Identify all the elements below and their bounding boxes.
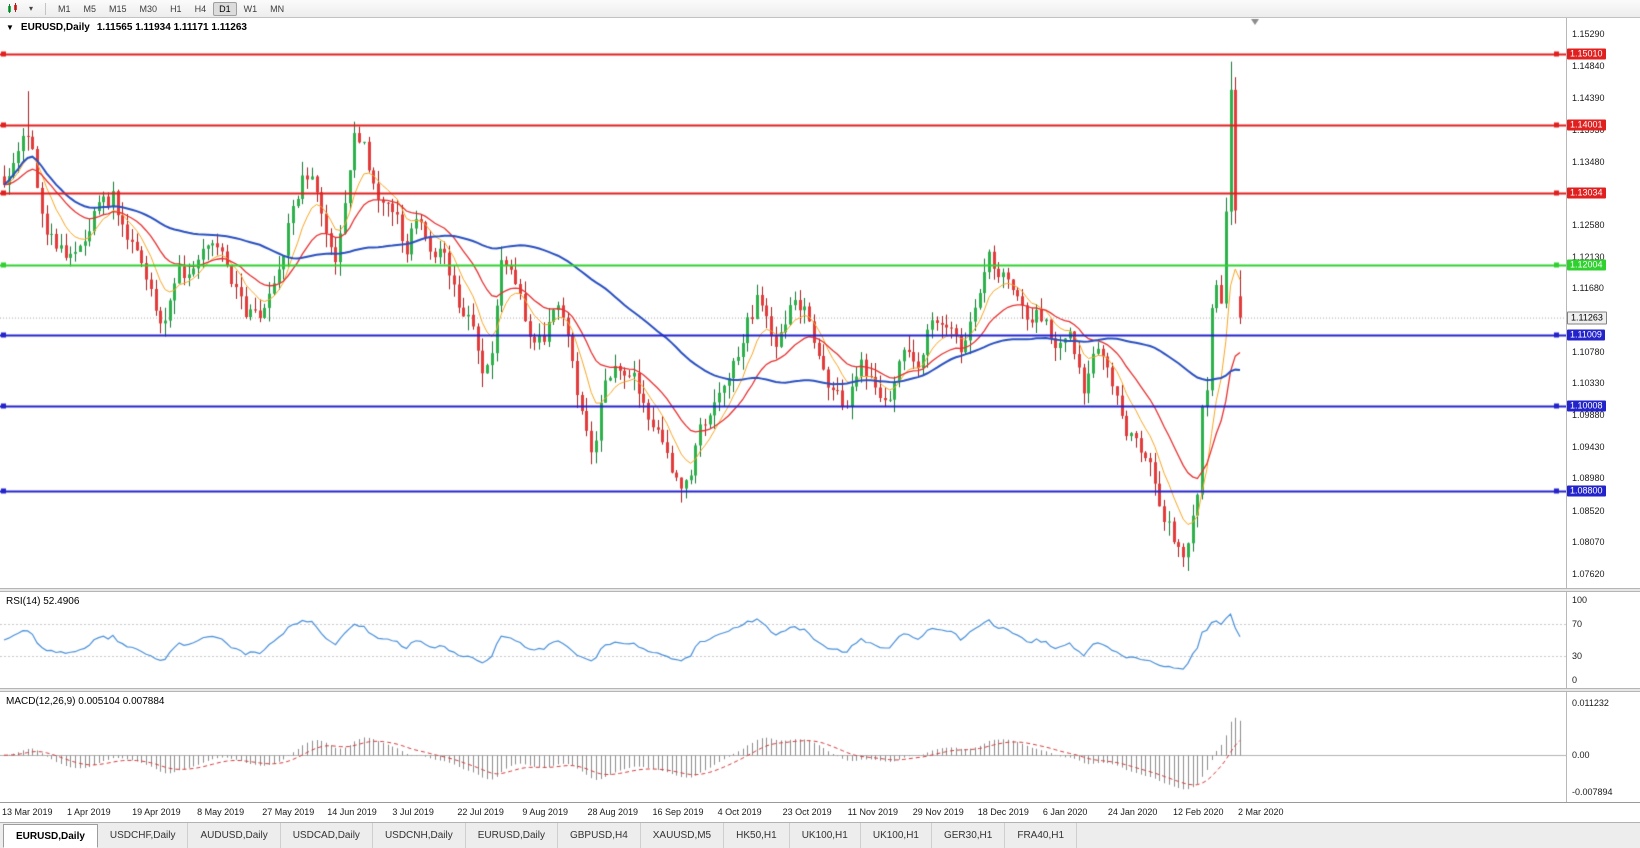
macd-axis-label: 0.00 [1572,750,1590,761]
price-axis-label: 1.09430 [1572,441,1605,452]
toolbar-divider [45,2,46,15]
time-axis-label: 23 Oct 2019 [782,807,832,817]
price-axis-label: 1.08980 [1572,473,1605,484]
current-price-tag: 1.11263 [1567,311,1607,325]
tab-2-audusd-daily[interactable]: AUDUSD,Daily [188,823,281,848]
rsi-axis[interactable]: 100 70 30 0 [1566,592,1640,688]
timeframe-button-h1[interactable]: H1 [170,3,182,14]
timeframe-button-m1[interactable]: M1 [58,3,71,14]
price-axis-label: 1.14390 [1572,92,1605,103]
chevron-down-icon: ▾ [28,3,33,13]
chart-dropdown-button[interactable]: ▾ [23,2,39,16]
time-axis-label: 28 Aug 2019 [587,807,639,817]
price-axis-label: 1.08070 [1572,537,1605,548]
tab-7-xauusd-m5[interactable]: XAUUSD,M5 [641,823,725,848]
macd-label: MACD(12,26,9) 0.005104 0.007884 [6,696,165,707]
chart-symbol-label: EURUSD,Daily [20,22,90,33]
timeframe-button-m15[interactable]: M15 [109,3,127,14]
chart-title: ▼ EURUSD,Daily 1.11565 1.11934 1.11171 1… [6,22,247,33]
price-axis-label: 1.10330 [1572,378,1605,389]
main-chart-canvas[interactable] [0,18,1566,588]
chart-type-icon[interactable] [5,2,21,16]
sr-price-tag: 1.14001 [1567,119,1606,131]
rsi-axis-label: 0 [1572,675,1578,685]
time-axis-label: 14 Jun 2019 [327,807,377,817]
time-axis-label: 16 Sep 2019 [652,807,704,817]
rsi-axis-label: 100 [1572,595,1588,605]
timeframe-button-w1[interactable]: W1 [243,3,258,14]
sr-price-tag: 1.12004 [1567,259,1606,271]
panel-splitter[interactable] [0,588,1640,592]
time-axis-label: 4 Oct 2019 [717,807,762,817]
price-axis-label: 1.12130 [1572,251,1605,262]
price-axis-label: 1.13480 [1572,156,1605,167]
timeframe-button-group: M1 M5 M15 M30 H1 H4 D1 W1 MN [52,1,290,16]
bottom-tabs: EURUSD,Daily USDCHF,Daily AUDUSD,Daily USDC… [0,822,1640,848]
rsi-axis-label: 70 [1572,619,1583,629]
timeframe-button-d1[interactable]: D1 [213,1,237,16]
time-axis-label: 1 Apr 2019 [67,807,111,817]
candlestick-icon [8,3,17,13]
time-axis[interactable]: 13 Mar 2019 1 Apr 2019 19 Apr 2019 8 May 20… [0,802,1640,822]
sr-price-tag: 1.08800 [1567,485,1606,497]
rsi-label: RSI(14) 52.4906 [6,596,80,607]
price-axis-label: 1.15290 [1572,29,1605,40]
chart-collapse-arrow-icon[interactable]: ▼ [6,23,14,32]
tab-11-ger30-h1[interactable]: GER30,H1 [932,823,1006,848]
time-axis-label: 19 Apr 2019 [132,807,181,817]
main-chart-panel[interactable]: ▼ EURUSD,Daily 1.11565 1.11934 1.11171 1… [0,18,1640,588]
time-axis-label: 8 May 2019 [197,807,245,817]
time-axis-label: 3 Jul 2019 [392,807,434,817]
macd-axis[interactable]: 0.011232 0.00 -0.007894 [1566,692,1640,802]
sr-price-tag: 1.15010 [1567,48,1606,60]
macd-panel[interactable]: MACD(12,26,9) 0.005104 0.007884 0.011232… [0,692,1640,802]
time-axis-label: 9 Aug 2019 [522,807,568,817]
sr-price-tag: 1.10008 [1567,400,1606,412]
time-axis-label: 11 Nov 2019 [847,807,899,817]
time-axis-label: 18 Dec 2019 [977,807,1029,817]
time-axis-label: 29 Nov 2019 [912,807,964,817]
timeframe-button-m30[interactable]: M30 [139,3,158,14]
time-axis-label: 24 Jan 2020 [1107,807,1158,817]
price-axis-label: 1.12580 [1572,219,1605,230]
tab-0-eurusd-daily[interactable]: EURUSD,Daily [3,824,98,848]
time-axis-label: 13 Mar 2019 [2,807,53,817]
tab-6-gbpusd-h4[interactable]: GBPUSD,H4 [558,823,641,848]
tab-9-uk100-h1[interactable]: UK100,H1 [790,823,861,848]
time-axis-label: 27 May 2019 [262,807,315,817]
chart-ohlc-values: 1.11565 1.11934 1.11171 1.11263 [96,22,247,33]
timeframe-button-m5[interactable]: M5 [83,3,97,14]
panel-splitter[interactable] [0,688,1640,692]
tab-8-hk50-h1[interactable]: HK50,H1 [724,823,790,848]
rsi-canvas[interactable] [0,592,1566,688]
timeframe-button-h4[interactable]: H4 [194,3,207,14]
tab-12-fra40-h1[interactable]: FRA40,H1 [1005,823,1078,848]
time-axis-label: 22 Jul 2019 [457,807,504,817]
time-axis-label: 2 Mar 2020 [1238,807,1284,817]
rsi-panel[interactable]: RSI(14) 52.4906 100 70 30 0 [0,592,1640,688]
macd-axis-label: -0.007894 [1572,787,1613,798]
rsi-axis-label: 30 [1572,651,1583,661]
timeframe-button-mn[interactable]: MN [270,3,285,14]
tab-10-uk100-h1[interactable]: UK100,H1 [861,823,932,848]
tab-5-eurusd-daily[interactable]: EURUSD,Daily [466,823,558,848]
macd-canvas[interactable] [0,692,1566,802]
tab-1-usdchf-daily[interactable]: USDCHF,Daily [98,823,189,848]
macd-axis-label: 0.011232 [1572,697,1609,708]
time-axis-label: 6 Jan 2020 [1042,807,1088,817]
tab-3-usdcad-daily[interactable]: USDCAD,Daily [281,823,373,848]
tab-4-usdcnh-daily[interactable]: USDCNH,Daily [373,823,466,848]
price-axis-label: 1.09880 [1572,409,1605,420]
price-axis-label: 1.10780 [1572,346,1605,357]
price-axis-label: 1.14840 [1572,60,1605,71]
price-axis-label: 1.08520 [1572,505,1605,516]
toolbar: ▾ M1 M5 M15 M30 H1 H4 D1 W1 MN [0,0,1640,18]
sr-price-tag: 1.11009 [1567,329,1605,341]
sr-price-tag: 1.13034 [1567,187,1606,199]
time-axis-label: 12 Feb 2020 [1172,807,1224,817]
price-axis-label: 1.11680 [1572,283,1604,294]
price-axis-label: 1.07620 [1572,568,1605,579]
price-axis[interactable]: 1.152901.148401.143901.139301.134801.130… [1566,18,1640,588]
